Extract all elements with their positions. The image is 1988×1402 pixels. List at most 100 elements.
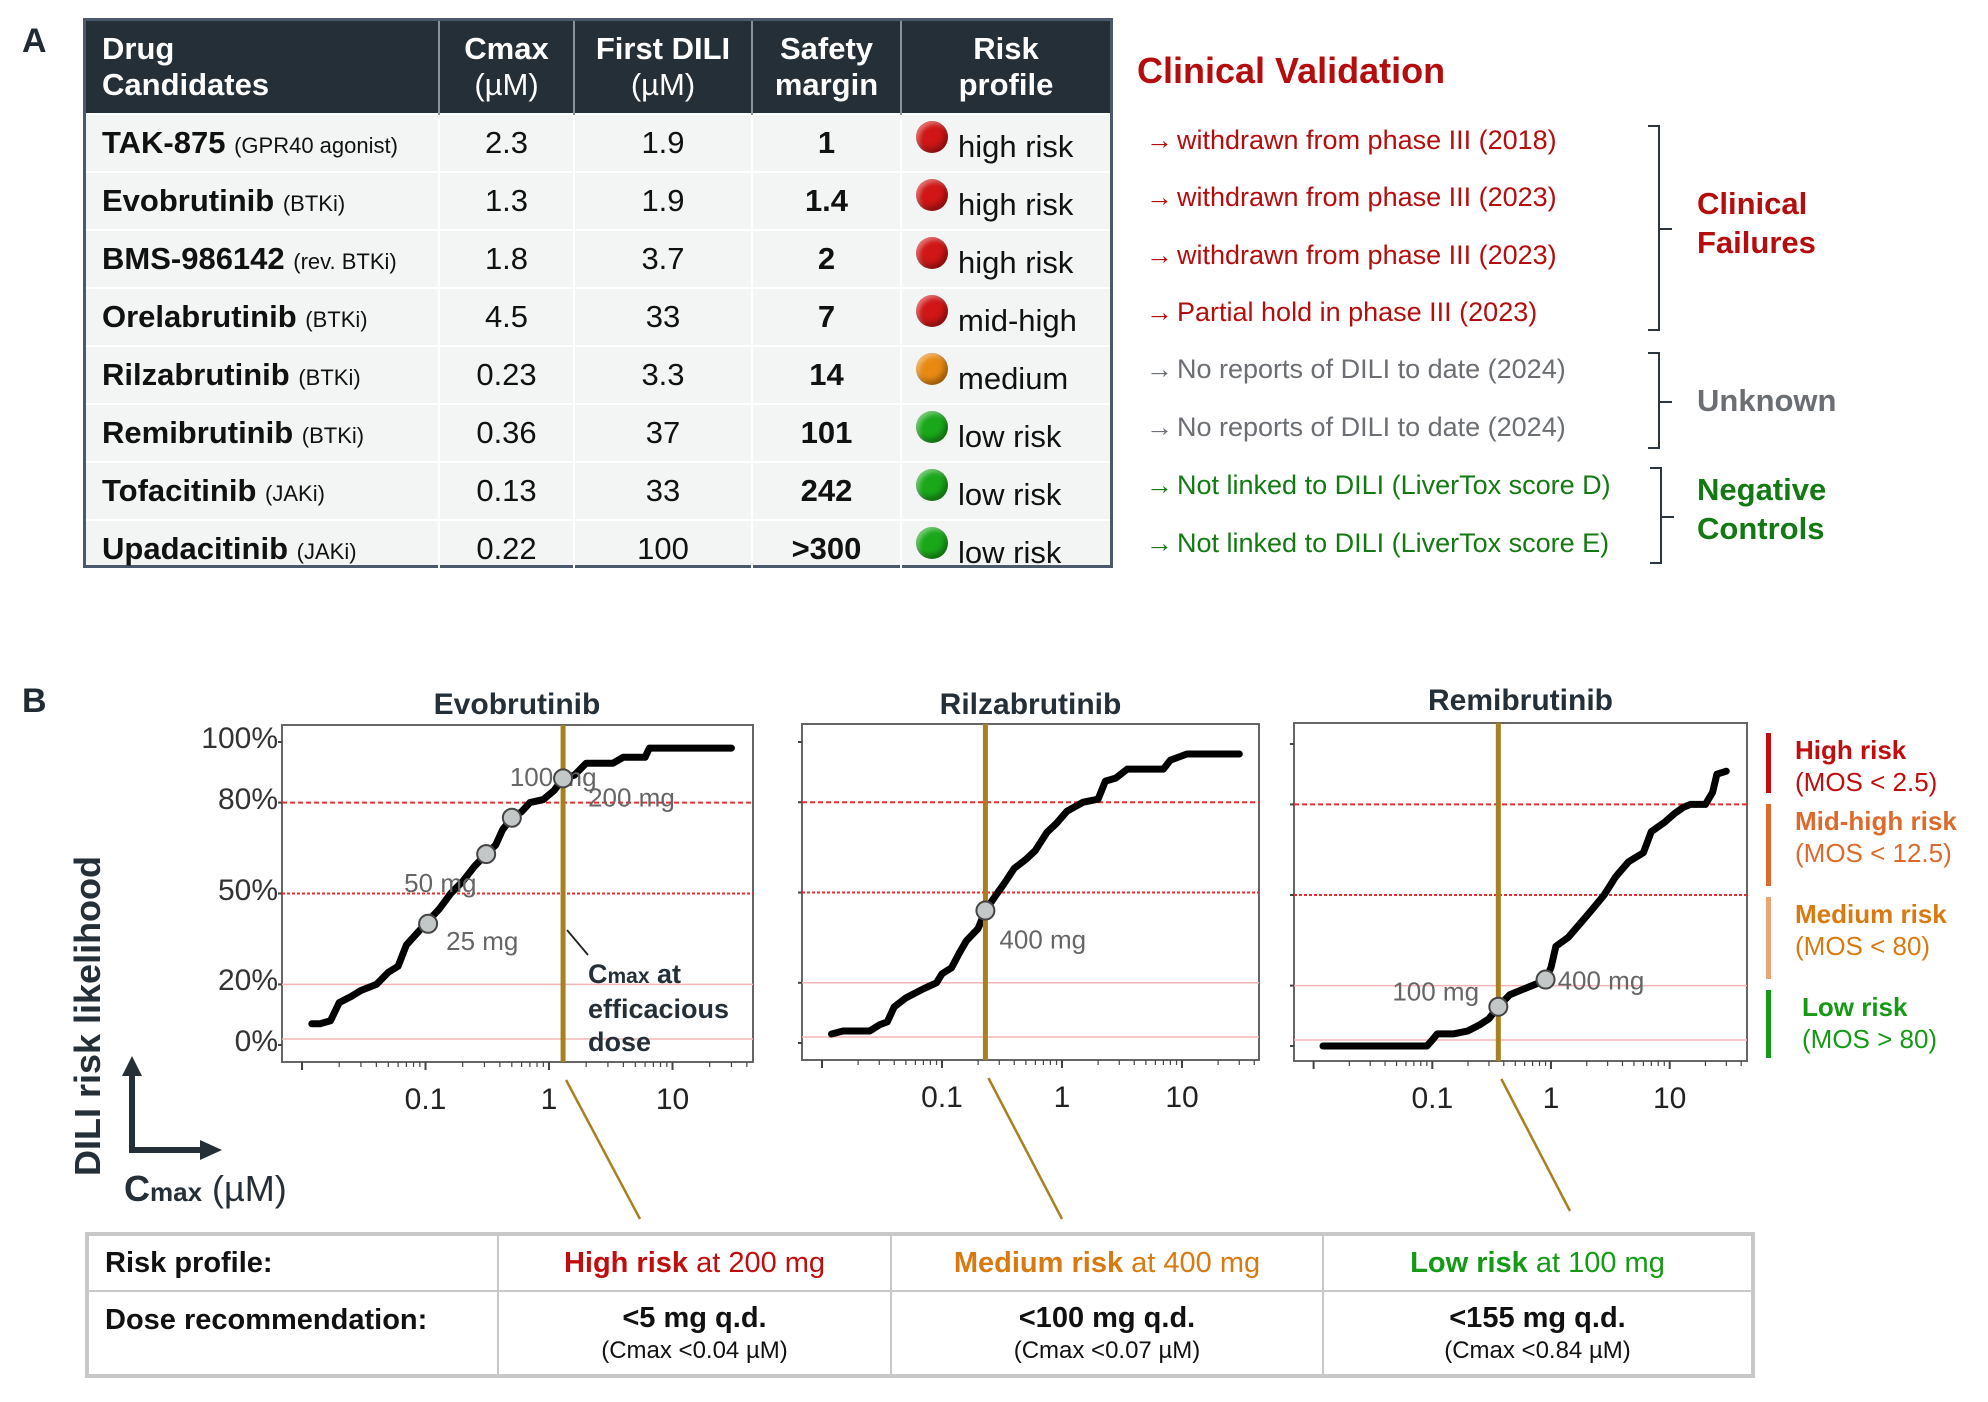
clinical-validation-text: No reports of DILI to date (2024): [1177, 354, 1566, 384]
y-tick-label: 80%: [217, 782, 278, 816]
drug-cell: Remibrutinib (BTKi): [86, 403, 440, 462]
arrow-right-icon: →: [1146, 240, 1173, 270]
efficacious-dose-annotation: Cmax at efficacious dose: [588, 959, 730, 1057]
clinical-validation-text: withdrawn from phase III (2023): [1177, 240, 1557, 270]
x-tick-label: 1: [1054, 1081, 1071, 1114]
risk-indicator-icon: [916, 469, 948, 501]
risk-profile-header: Risk profile:: [87, 1234, 499, 1292]
chart-title-rilzabrutinib: Rilzabrutinib: [939, 688, 1122, 721]
x-tick-label: 1: [1543, 1082, 1560, 1115]
dose-point: [418, 913, 439, 934]
risk-indicator-icon: [916, 295, 948, 327]
arrow-right-icon: →: [1146, 125, 1173, 155]
arrow-right-icon: →: [1146, 182, 1173, 212]
group-unknown: Unknown: [1697, 383, 1837, 418]
y-tick-label: 100%: [201, 722, 278, 755]
bracket-negative-controls: [1650, 467, 1674, 564]
table-row: BMS-986142 (rev. BTKi) 1.8 3.7 2 high ri…: [86, 229, 1110, 288]
cmax-cell: 0.23: [439, 345, 575, 404]
dose-label: 200 mg: [588, 782, 675, 812]
clinical-validation-text: withdrawn from phase III (2018): [1177, 125, 1557, 155]
clinical-validation-text: withdrawn from phase III (2023): [1177, 182, 1557, 212]
x-tick-label: 10: [656, 1083, 689, 1116]
dose-point: [1488, 996, 1509, 1017]
chart-title-evobrutinib: Evobrutinib: [433, 688, 601, 721]
clinical-validation-text: Not linked to DILI (LiverTox score E): [1177, 528, 1610, 558]
risk-label: medium: [958, 361, 1069, 396]
group-clinical-failures: Clinical Failures: [1697, 184, 1816, 262]
header-risk-profile: Risk profile: [901, 21, 1110, 114]
risk-indicator-icon: [916, 527, 948, 559]
drug-class: (BTKi): [282, 191, 346, 216]
cmax-cell: 0.13: [439, 461, 575, 520]
x-tick-label: 0.1: [921, 1081, 963, 1114]
clinical-validation-text: Partial hold in phase III (2023): [1177, 297, 1538, 327]
clinical-validation-line: → withdrawn from phase III (2023): [1146, 240, 1557, 271]
clinical-validation-line: → No reports of DILI to date (2024): [1146, 412, 1566, 443]
safety-margin-cell: 14: [752, 345, 902, 404]
risk-indicator-icon: [916, 179, 948, 211]
risk-cell: medium: [901, 345, 1110, 404]
first-dili-cell: 33: [574, 461, 753, 520]
connector-line: [564, 1079, 642, 1220]
group-negative-controls-line1: Negative: [1697, 472, 1827, 507]
legend-bar: [1766, 990, 1771, 1058]
clinical-validation-line: → Not linked to DILI (LiverTox score D): [1146, 470, 1611, 501]
bracket-unknown: [1648, 352, 1672, 449]
legend-title: Mid-high risk: [1795, 806, 1957, 836]
dose-label: 100 mg: [510, 762, 597, 792]
table-row: TAK-875 (GPR40 agonist) 2.3 1.9 1 high r…: [86, 113, 1110, 172]
drug-class: (rev. BTKi): [293, 249, 397, 274]
dose-label: 50 mg: [404, 868, 476, 898]
group-clinical-failures-line2: Failures: [1697, 225, 1816, 260]
risk-label: low risk: [958, 477, 1062, 512]
chart-frame: [801, 723, 1260, 1061]
safety-margin-cell: 101: [752, 403, 902, 462]
group-negative-controls: Negative Controls: [1697, 470, 1826, 548]
drug-cell: Upadacitinib (JAKi): [86, 519, 440, 577]
dose-recommendation-row: Dose recommendation: <5 mg q.d. (Cmax <0.…: [87, 1290, 1753, 1376]
dose-cell-remibrutinib: <155 mg q.d. (Cmax <0.84 µM): [1322, 1290, 1753, 1376]
drug-name: Remibrutinib: [102, 415, 294, 450]
risk-cell: mid-high: [901, 287, 1110, 346]
table-row: Remibrutinib (BTKi) 0.36 37 101 low risk: [86, 403, 1110, 462]
drug-class: (JAKi): [296, 539, 357, 564]
risk-indicator-icon: [916, 237, 948, 269]
y-tick-label: 20%: [217, 964, 278, 998]
header-drug-candidates: Drug Candidates: [86, 21, 440, 114]
dili-risk-curve: [828, 750, 1243, 1038]
table-row: Upadacitinib (JAKi) 0.22 100 >300 low ri…: [86, 519, 1110, 577]
risk-indicator-icon: [916, 121, 948, 153]
risk-label: mid-high: [958, 303, 1077, 338]
drug-name: Upadacitinib: [102, 531, 289, 566]
drug-candidates-table: Drug Candidates Cmax (µM) First DILI (µM) S…: [83, 18, 1113, 577]
drug-name: TAK-875: [102, 125, 226, 160]
table-row: Tofacitinib (JAKi) 0.13 33 242 low risk: [86, 461, 1110, 520]
legend-subtitle: (MOS < 2.5): [1795, 767, 1938, 797]
first-dili-cell: 3.3: [574, 345, 753, 404]
drug-name: Orelabrutinib: [102, 299, 297, 334]
first-dili-cell: 1.9: [574, 171, 753, 230]
drug-class: (JAKi): [265, 481, 325, 506]
annotation-pointer: [566, 929, 589, 956]
first-dili-cell: 3.7: [574, 229, 753, 288]
clinical-validation-line: → Not linked to DILI (LiverTox score E): [1146, 528, 1609, 559]
drug-cell: TAK-875 (GPR40 agonist): [86, 113, 440, 172]
risk-cell-evobrutinib: High risk at 200 mg: [497, 1234, 892, 1292]
axes-arrow-icon: [122, 1056, 222, 1160]
x-tick-label: 0.1: [1411, 1082, 1453, 1115]
risk-label: low risk: [958, 419, 1062, 454]
dili-risk-curve: [1319, 767, 1730, 1050]
table-row: Orelabrutinib (BTKi) 4.5 33 7 mid-high: [86, 287, 1110, 346]
dose-cell-evobrutinib: <5 mg q.d. (Cmax <0.04 µM): [497, 1290, 892, 1376]
x-tick-label: 10: [1165, 1081, 1198, 1114]
risk-indicator-icon: [916, 411, 948, 443]
clinical-validation-title: Clinical Validation: [1137, 50, 1446, 91]
safety-margin-cell: 1: [752, 113, 902, 172]
panel-a-label: A: [22, 22, 47, 60]
cmax-cell: 0.22: [439, 519, 575, 577]
risk-cell: low risk: [901, 403, 1110, 462]
risk-label: high risk: [958, 187, 1074, 222]
risk-cell: high risk: [901, 113, 1110, 172]
